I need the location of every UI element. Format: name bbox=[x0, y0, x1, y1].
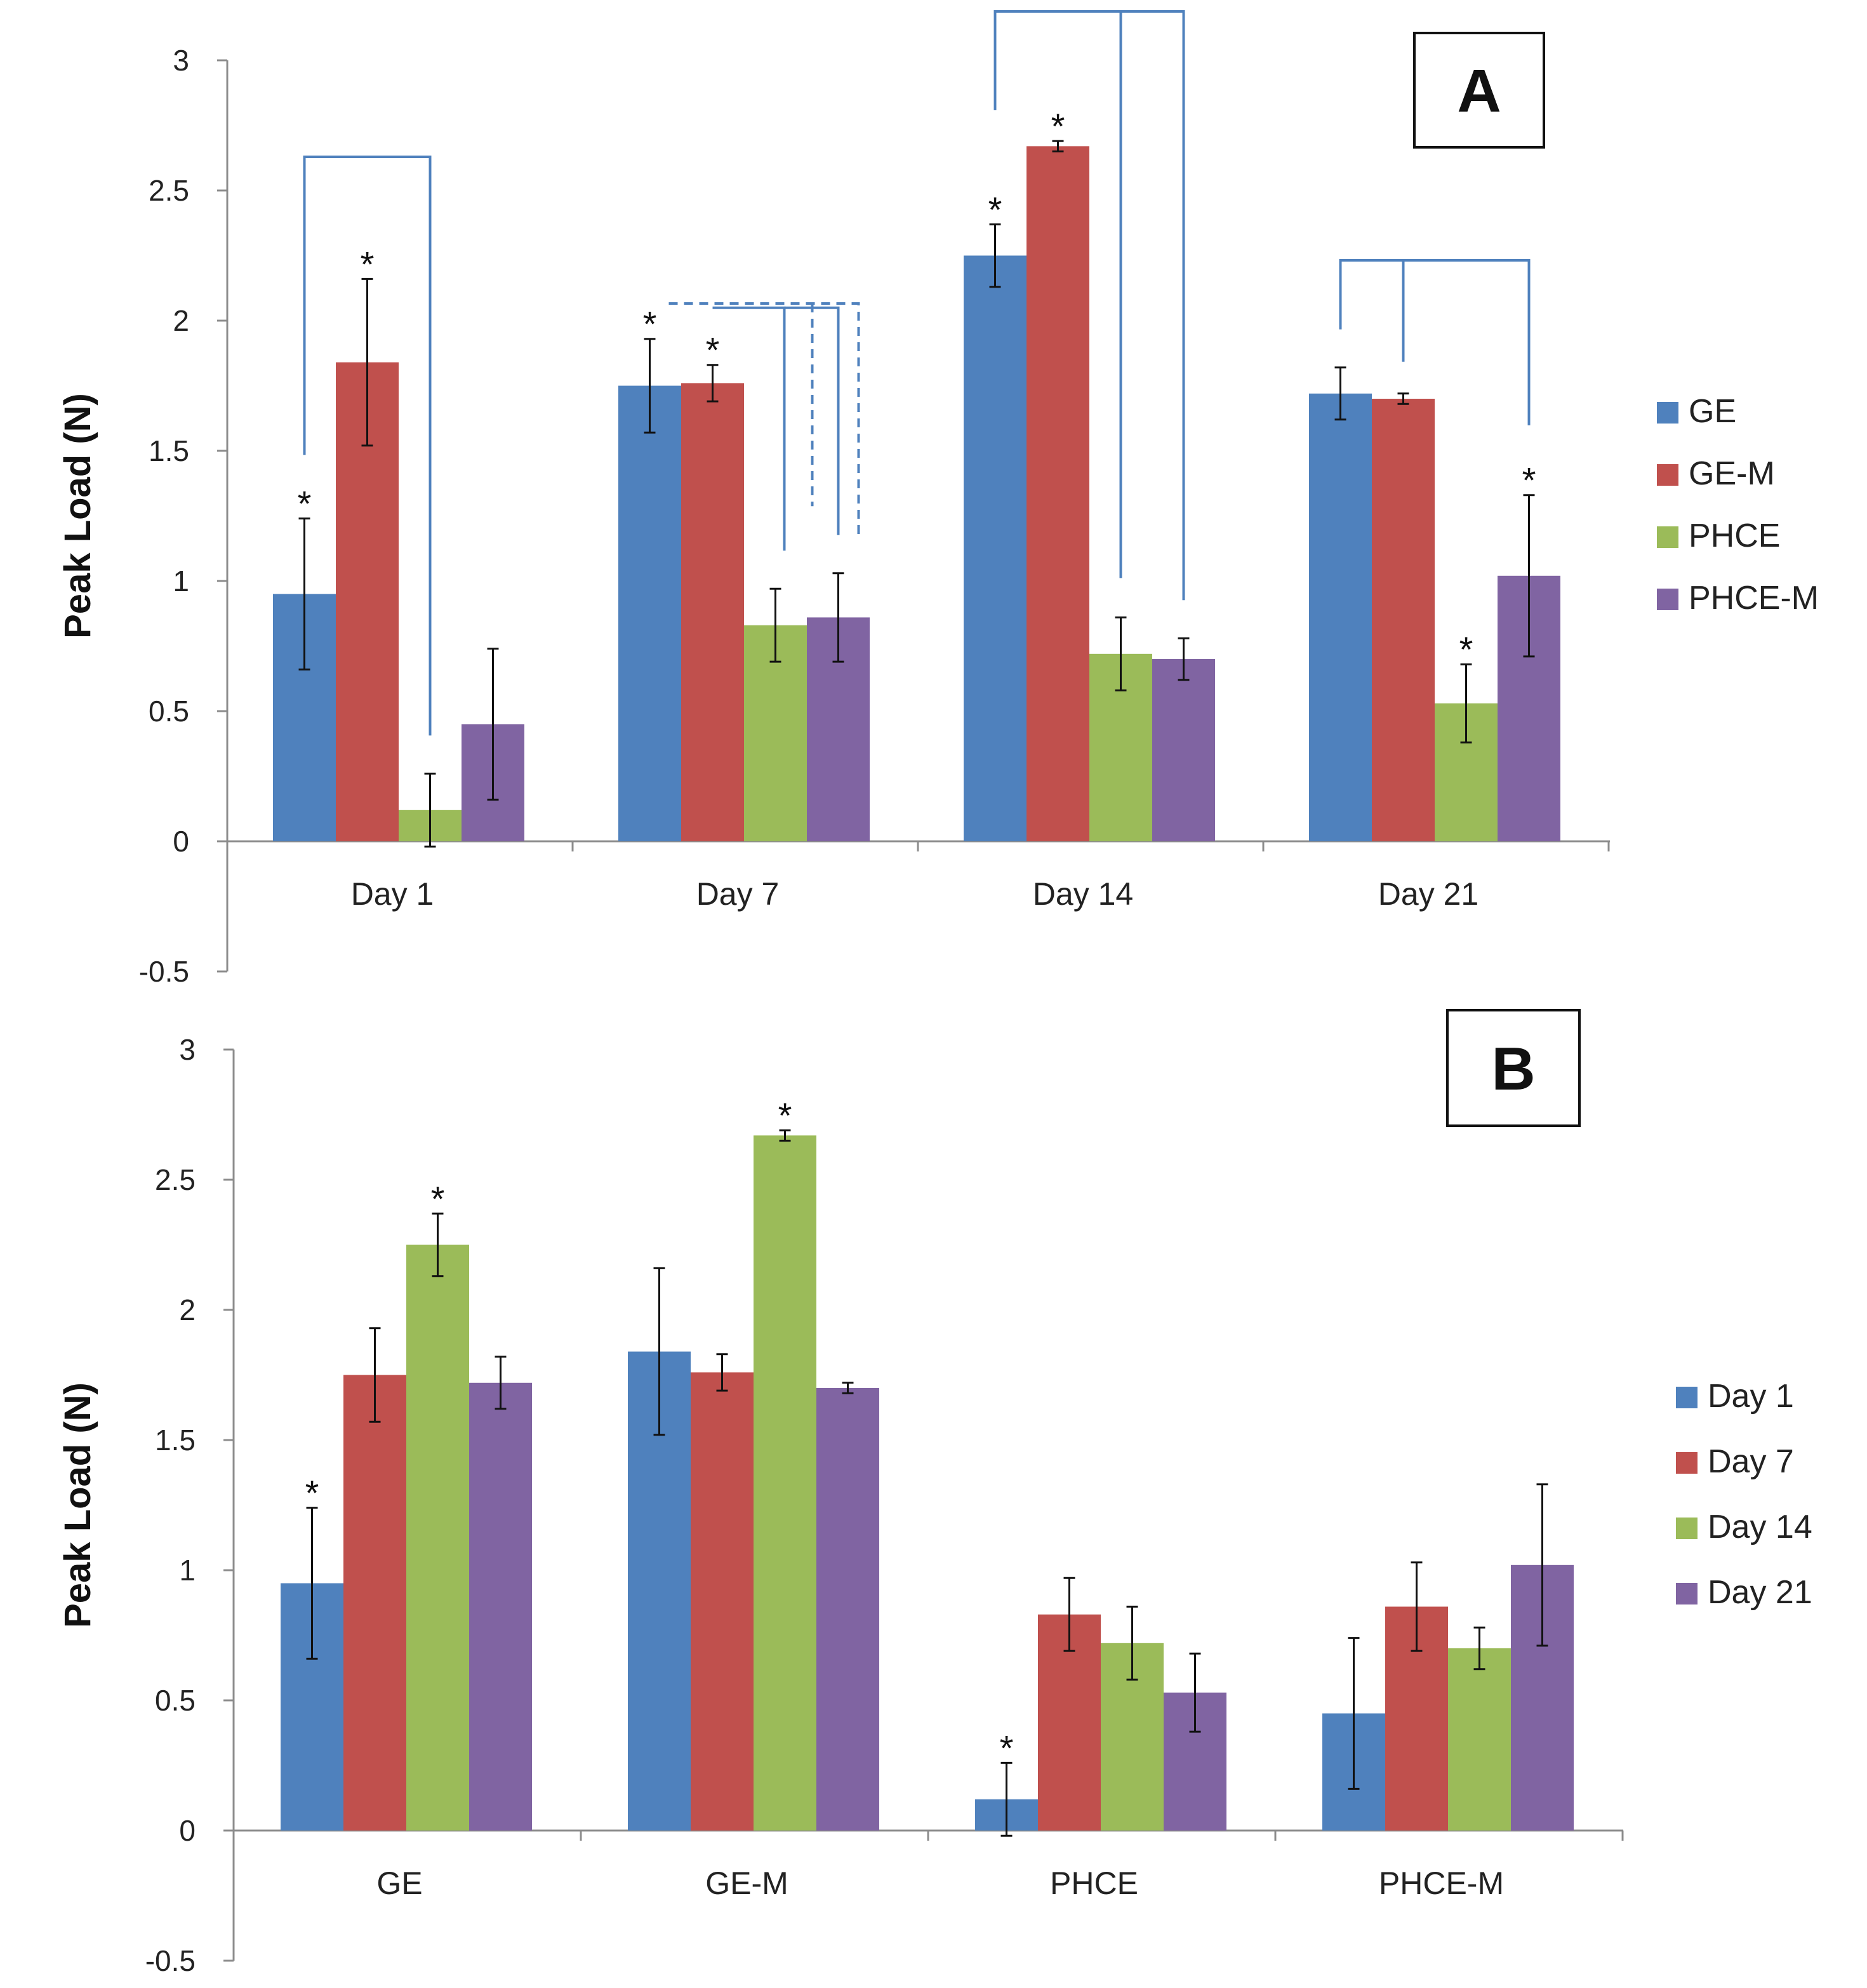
bar-b-day-7-0 bbox=[343, 1375, 406, 1831]
significance-star-a-0-2: * bbox=[988, 189, 1002, 229]
significance-star-a-0-0: * bbox=[298, 484, 312, 524]
y-tick-label-a-6: 0 bbox=[173, 825, 189, 858]
category-label-b-3: PHCE-M bbox=[1379, 1865, 1504, 1901]
significance-star-b-2-1: * bbox=[778, 1095, 792, 1135]
legend-label-b-2: Day 14 bbox=[1708, 1509, 1812, 1545]
y-tick-label-b-0: 3 bbox=[179, 1033, 196, 1066]
panel-letter-box-a bbox=[1413, 32, 1545, 149]
panel-letter-box-b bbox=[1446, 1009, 1581, 1127]
panel-letter-b: B bbox=[1491, 1035, 1535, 1103]
legend-label-b-1: Day 7 bbox=[1708, 1443, 1794, 1480]
significance-star-a-3-3: * bbox=[1522, 460, 1536, 500]
legend-label-a-3: PHCE-M bbox=[1689, 580, 1819, 617]
legend-label-a-0: GE bbox=[1689, 393, 1736, 430]
chart-b: 3 2.5 2 1.5 1 0.5 0 -0.5 Peak Load (N) GE GE-M PHCE… bbox=[57, 1009, 1812, 1977]
bar-a-ge-3 bbox=[1309, 393, 1372, 841]
bar-b-day-7-1 bbox=[691, 1372, 754, 1831]
y-tick-label-b-4: 1 bbox=[179, 1554, 196, 1587]
bar-a-ge-m-3 bbox=[1372, 399, 1435, 841]
y-tick-label-b-7: -0.5 bbox=[145, 1944, 196, 1977]
significance-star-a-1-1: * bbox=[706, 330, 720, 370]
significance-star-b-2-0: * bbox=[431, 1178, 445, 1218]
legend-swatch-a-0 bbox=[1657, 402, 1678, 424]
y-tick-label-b-3: 1.5 bbox=[155, 1424, 196, 1457]
legend-swatch-b-2 bbox=[1676, 1518, 1698, 1539]
significance-star-a-1-2: * bbox=[1051, 106, 1065, 146]
bracket-day21-a bbox=[1339, 259, 1531, 425]
legend-swatch-b-3 bbox=[1676, 1583, 1698, 1604]
category-label-a-1: Day 7 bbox=[696, 876, 780, 912]
legend-swatch-a-2 bbox=[1657, 526, 1678, 548]
legend-swatch-a-3 bbox=[1657, 589, 1678, 610]
significance-star-a-0-1: * bbox=[643, 304, 657, 344]
chart-a: 3 2.5 2 1.5 1 0.5 0 -0.5 Peak Load (N) Day 1 Day 7… bbox=[57, 10, 1819, 988]
category-label-b-1: GE-M bbox=[705, 1865, 788, 1901]
y-tick-label-a-1: 2.5 bbox=[149, 174, 189, 207]
bar-a-ge-m-1 bbox=[681, 383, 744, 841]
y-tick-label-a-2: 2 bbox=[173, 304, 189, 337]
legend-label-a-2: PHCE bbox=[1689, 517, 1780, 554]
y-axis-title-b: Peak Load (N) bbox=[57, 1382, 98, 1628]
significance-star-a-1-0: * bbox=[361, 244, 375, 284]
y-tick-label-b-1: 2.5 bbox=[155, 1163, 196, 1196]
y-axis-title-a: Peak Load (N) bbox=[57, 393, 98, 639]
legend-label-a-1: GE-M bbox=[1689, 455, 1775, 492]
bar-a-ge-2 bbox=[964, 255, 1027, 841]
bracket-day7-solid-b bbox=[784, 306, 840, 535]
category-label-a-0: Day 1 bbox=[351, 876, 434, 912]
bar-b-day-14-1 bbox=[754, 1135, 816, 1831]
bracket-day7-dashed-a bbox=[668, 302, 860, 535]
category-label-b-0: GE bbox=[376, 1865, 422, 1901]
bar-b-day-14-3 bbox=[1448, 1648, 1511, 1831]
panel-a: 3 2.5 2 1.5 1 0.5 0 -0.5 Peak Load (N) Day 1 Day 7… bbox=[0, 0, 1867, 991]
category-label-a-3: Day 21 bbox=[1378, 876, 1478, 912]
bar-a-phce-m-2 bbox=[1152, 659, 1215, 841]
y-tick-label-a-0: 3 bbox=[173, 44, 189, 77]
significance-star-a-2-3: * bbox=[1459, 629, 1473, 669]
bracket-day14-a bbox=[993, 10, 1185, 601]
y-tick-label-a-7: -0.5 bbox=[139, 955, 189, 988]
legend-swatch-b-1 bbox=[1676, 1452, 1698, 1474]
y-tick-label-a-5: 0.5 bbox=[149, 695, 189, 728]
panel-letter-a: A bbox=[1457, 57, 1501, 125]
bar-b-day-14-0 bbox=[406, 1244, 469, 1831]
legend-label-b-0: Day 1 bbox=[1708, 1378, 1794, 1415]
legend-swatch-b-0 bbox=[1676, 1387, 1698, 1408]
significance-star-b-0-2: * bbox=[1000, 1728, 1014, 1768]
category-label-a-2: Day 14 bbox=[1033, 876, 1133, 912]
category-label-b-2: PHCE bbox=[1050, 1865, 1138, 1901]
legend-label-b-3: Day 21 bbox=[1708, 1574, 1812, 1611]
bar-a-ge-m-2 bbox=[1027, 146, 1089, 841]
legend-swatch-a-1 bbox=[1657, 464, 1678, 486]
panel-b: 3 2.5 2 1.5 1 0.5 0 -0.5 Peak Load (N) GE GE-M PHCE… bbox=[0, 997, 1867, 1988]
significance-star-b-0-0: * bbox=[305, 1473, 319, 1513]
bar-a-ge-1 bbox=[618, 385, 681, 841]
y-tick-label-b-6: 0 bbox=[179, 1814, 196, 1847]
y-tick-label-b-5: 0.5 bbox=[155, 1684, 196, 1717]
bar-b-day-21-0 bbox=[469, 1382, 532, 1831]
y-tick-label-b-2: 2 bbox=[179, 1293, 196, 1326]
y-tick-label-a-4: 1 bbox=[173, 564, 189, 597]
y-tick-label-a-3: 1.5 bbox=[149, 434, 189, 467]
bar-b-day-21-1 bbox=[816, 1388, 879, 1831]
bracket-day1 bbox=[303, 156, 432, 736]
